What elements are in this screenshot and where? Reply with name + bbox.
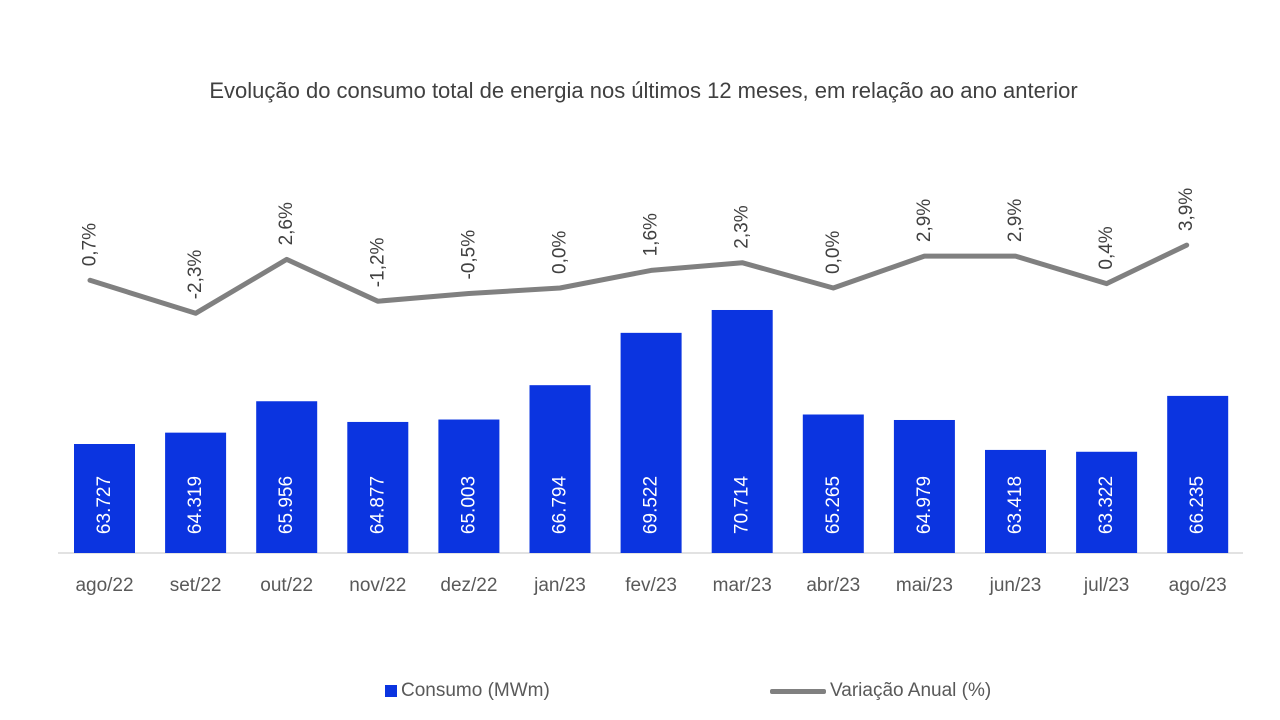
bar-data-label: 65.265	[823, 476, 844, 534]
legend-line-swatch	[770, 688, 826, 694]
bar-data-label: 64.319	[185, 476, 206, 534]
x-tick-label: dez/22	[440, 575, 497, 596]
line-data-label: 1,6%	[641, 213, 662, 256]
line-data-label: 2,9%	[914, 199, 935, 242]
bar-data-label: 69.522	[641, 476, 662, 534]
bar-data-label: 64.877	[367, 476, 388, 534]
bar-abr-23	[802, 414, 864, 553]
x-tick-label: nov/22	[349, 575, 406, 596]
line-data-label: 2,3%	[732, 205, 753, 248]
bar-data-label: 64.979	[914, 476, 935, 534]
line-variacao-anual	[87, 242, 1190, 316]
bar-mai-23	[893, 419, 955, 553]
bar-nov-22	[347, 421, 409, 553]
bar-data-label: 65.956	[276, 476, 297, 534]
x-tick-label: ago/22	[75, 575, 133, 596]
bar-mar-23	[711, 309, 773, 553]
x-tick-label: out/22	[260, 575, 313, 596]
x-tick-label: mai/23	[896, 575, 953, 596]
x-tick-label: jun/23	[989, 575, 1042, 596]
legend-variacao-label: Variação Anual (%)	[830, 680, 992, 701]
line-data-label: 2,9%	[1005, 199, 1026, 242]
bar-set-22	[165, 432, 227, 553]
bar-dez-22	[438, 419, 500, 553]
bar-ago-22	[74, 444, 135, 553]
bar-jul-23	[1076, 451, 1138, 553]
bar-data-label: 66.235	[1187, 476, 1208, 534]
bar-fev-23	[620, 332, 682, 553]
bar-data-label: 66.794	[550, 476, 571, 535]
line-data-label: -0,5%	[458, 230, 479, 280]
line-data-label: -1,2%	[367, 237, 388, 287]
bar-data-label: 63.418	[1005, 476, 1026, 534]
bar-ago-23	[1167, 395, 1229, 553]
legend-consumo: Consumo (MWm)	[385, 680, 550, 702]
bar-data-label: 63.322	[1096, 476, 1117, 534]
legend-variacao: Variação Anual (%)	[770, 680, 991, 702]
bar-jan-23	[529, 385, 591, 553]
line-data-label: 0,0%	[823, 231, 844, 274]
bar-data-label: 63.727	[94, 476, 115, 534]
x-tick-label: set/22	[170, 575, 222, 596]
x-tick-label: ago/23	[1169, 575, 1227, 596]
x-tick-label: mar/23	[713, 575, 772, 596]
x-tick-label: jul/23	[1083, 575, 1129, 596]
line-data-label: 0,4%	[1096, 226, 1117, 269]
chart-title: Evolução do consumo total de energia nos…	[209, 78, 1078, 103]
line-data-label: 3,9%	[1176, 188, 1197, 231]
x-tick-label: jan/23	[533, 575, 586, 596]
bar-jun-23	[985, 449, 1046, 553]
line-data-label: 2,6%	[276, 202, 297, 245]
bar-data-label: 70.714	[732, 476, 753, 535]
line-data-label: 0,7%	[80, 223, 101, 266]
x-tick-label: fev/23	[625, 575, 677, 596]
legend-bar-swatch	[385, 685, 397, 697]
line-data-label: 0,0%	[550, 231, 571, 274]
line-data-label: -2,3%	[185, 250, 206, 300]
x-tick-label: abr/23	[806, 575, 860, 596]
bar-out-22	[256, 401, 318, 553]
legend-consumo-label: Consumo (MWm)	[401, 680, 550, 701]
bar-data-label: 65.003	[458, 476, 479, 534]
